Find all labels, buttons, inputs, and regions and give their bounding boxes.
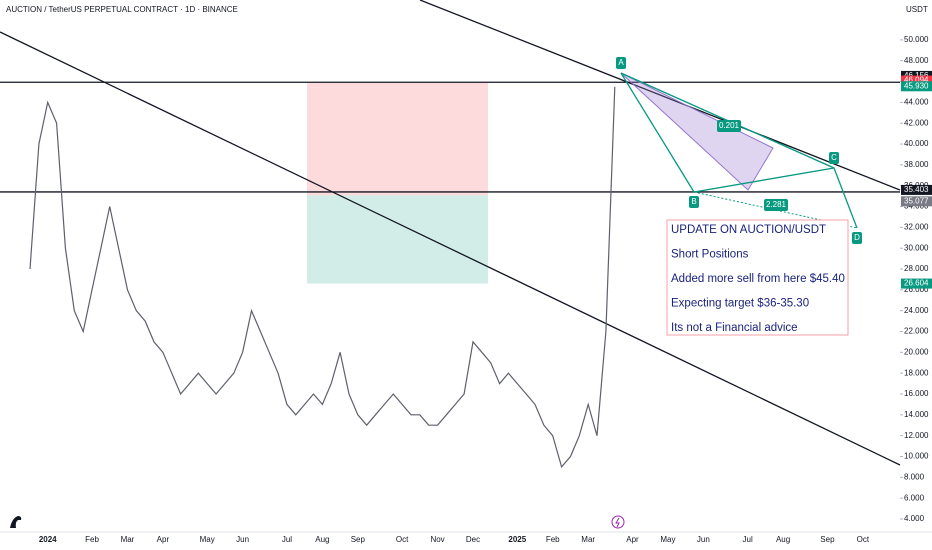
price-tag-label: 46.156 <box>904 71 929 80</box>
price-tag <box>901 75 932 86</box>
price-tag-label: 35.403 <box>904 185 929 194</box>
stop-zone <box>307 82 488 196</box>
x-tick-label: May <box>660 535 675 544</box>
pattern-point-box <box>829 152 839 164</box>
price-tag-label: 35.077 <box>904 196 929 205</box>
chart-title: AUCTION / TetherUS PERPETUAL CONTRACT · … <box>6 5 238 14</box>
y-tick-label: 20.000 <box>904 347 929 356</box>
x-tick-label: Jul <box>743 535 753 544</box>
pattern-point-label: D <box>854 233 860 242</box>
note-line: Short Positions <box>671 249 749 261</box>
y-tick-label: 44.000 <box>904 97 929 106</box>
y-tick-label: 48.000 <box>904 56 929 65</box>
x-tick-label: Nov <box>430 535 444 544</box>
y-tick-label: 22.000 <box>904 327 929 336</box>
x-tick-label: Oct <box>396 535 409 544</box>
pattern-fill <box>620 72 774 191</box>
y-tick-label: 42.000 <box>904 118 929 127</box>
x-tick-label: Mar <box>121 535 135 544</box>
note: UPDATE ON AUCTION/USDT Short Positions Add… <box>666 219 849 336</box>
x-tick-label: Feb <box>85 535 99 544</box>
x-tick-label: Apr <box>626 535 639 544</box>
x-tick-label: Aug <box>776 535 790 544</box>
event-icon <box>611 515 625 529</box>
y-tick-label: 8.000 <box>904 472 925 481</box>
x-tick-label: Jul <box>282 535 292 544</box>
y-tick-label: 10.000 <box>904 452 929 461</box>
price-tag-label: 45.930 <box>904 81 929 90</box>
x-tick-label: Feb <box>546 535 560 544</box>
note-box <box>666 219 849 336</box>
y-tick-label: 4.000 <box>904 514 925 523</box>
pattern-point-label: C <box>831 153 837 162</box>
pattern-point-box <box>852 232 862 244</box>
y-tick-label: 18.000 <box>904 368 929 377</box>
y-tick-label: 6.000 <box>904 493 925 502</box>
ratio-label: 0.201 <box>719 121 740 130</box>
y-tick-label: 30.000 <box>904 243 929 252</box>
x-tick-label: 2024 <box>39 535 57 544</box>
pattern-point-box <box>616 57 626 69</box>
x-tick-label: Aug <box>315 535 329 544</box>
ratio-box <box>764 199 788 211</box>
price-axis <box>900 0 932 550</box>
y-tick-label: 50.000 <box>904 35 929 44</box>
x-tick-label: May <box>200 535 215 544</box>
event-bolt <box>615 517 620 528</box>
y-tick-label: 16.000 <box>904 389 929 398</box>
y-tick-label: 12.000 <box>904 431 929 440</box>
x-tick-label: Sep <box>820 535 835 544</box>
price-tag <box>901 81 932 92</box>
x-tick-label: Jun <box>697 535 710 544</box>
price-tag-label: 46.094 <box>904 76 929 85</box>
target-zone <box>307 195 488 284</box>
tv-logo <box>10 516 22 528</box>
pattern-point-label: A <box>618 58 624 67</box>
y-tick-label: 26.000 <box>904 285 929 294</box>
price-tag <box>901 278 932 289</box>
x-tick-label: Sep <box>351 535 366 544</box>
note-line: UPDATE ON AUCTION/USDT <box>671 224 826 236</box>
pattern-point-box <box>689 196 699 208</box>
y-tick-label: 28.000 <box>904 264 929 273</box>
pattern-point-label: B <box>691 197 696 206</box>
x-tick-label: Dec <box>466 535 480 544</box>
y-tick-label: 14.000 <box>904 410 929 419</box>
ratio-box <box>717 120 741 132</box>
price-tag <box>901 196 932 207</box>
x-tick-label: Jun <box>236 535 249 544</box>
price-line <box>29 86 616 469</box>
y-tick-label: 32.000 <box>904 222 929 231</box>
x-tick-label: Apr <box>157 535 170 544</box>
x-tick-label: 2025 <box>508 535 526 544</box>
price-tag-label: 26.604 <box>904 279 929 288</box>
logo <box>10 516 22 528</box>
price-tag <box>901 184 932 195</box>
pattern-legs <box>620 72 858 229</box>
axis-unit: USDT <box>906 5 928 14</box>
event-circle <box>611 515 625 529</box>
note-line: Expecting target $36-35.30 <box>671 298 809 310</box>
x-tick-label: Oct <box>857 535 870 544</box>
y-tick-label: 24.000 <box>904 306 929 315</box>
trend-line <box>0 31 901 466</box>
trend-line <box>419 0 901 191</box>
x-tick-label: Mar <box>581 535 595 544</box>
ratio-label: 2.281 <box>766 200 787 209</box>
y-tick-label: 38.000 <box>904 160 929 169</box>
note-line: Added more sell from here $45.40 <box>671 273 845 285</box>
note-line: Its not a Financial advice <box>671 322 798 334</box>
y-tick-label: 40.000 <box>904 139 929 148</box>
